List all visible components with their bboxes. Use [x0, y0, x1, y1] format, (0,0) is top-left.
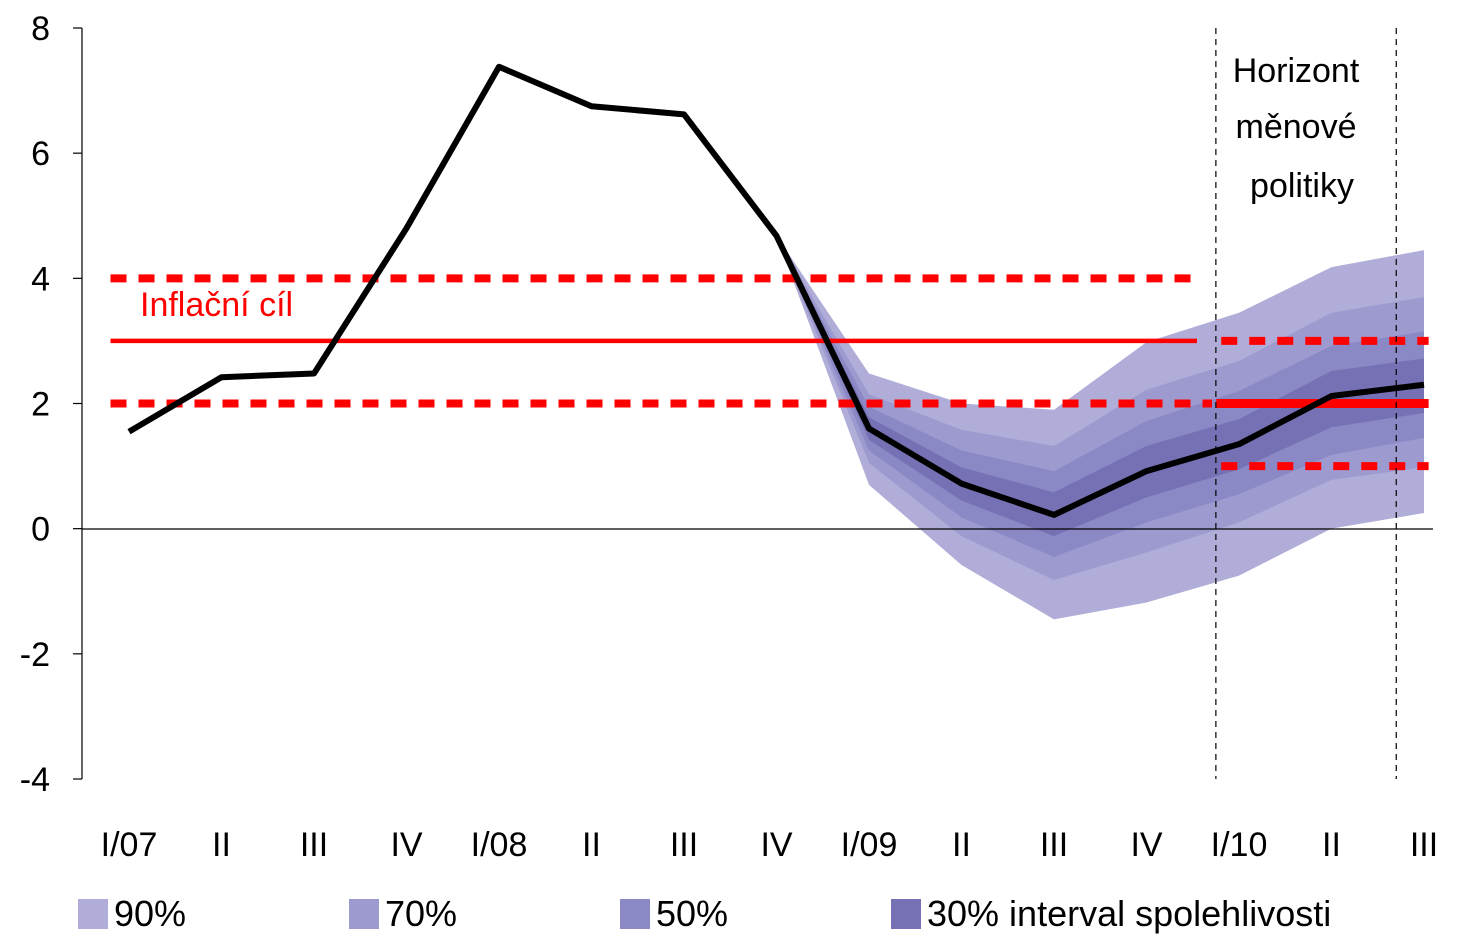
inflation-target [110, 274, 1429, 471]
axes [73, 27, 1433, 780]
legend-swatch-30 [891, 899, 921, 929]
x-tick-label: II [582, 826, 601, 864]
x-tick-label: I/10 [1211, 826, 1268, 864]
y-tick-label: 2 [31, 386, 50, 424]
x-tick-label: III [670, 826, 698, 864]
x-tick-label: IV [1130, 826, 1162, 864]
legend-swatch-90 [78, 899, 108, 929]
x-tick-label: I/08 [471, 826, 528, 864]
horizon-label-line-3: politiky [1250, 167, 1354, 205]
x-tick-label: II [1322, 826, 1341, 864]
legend-swatch-70 [349, 899, 379, 929]
fan-bands [776, 235, 1424, 620]
inflation-target-label: Inflační cíl [140, 286, 293, 324]
legend-swatch-50 [620, 899, 650, 929]
inflation-line-group [127, 63, 1425, 518]
x-tick-label: I/09 [841, 826, 898, 864]
x-tick-label: II [952, 826, 971, 864]
y-tick-label: -2 [20, 636, 50, 674]
legend: 90% 70% 50% 30% interval spolehlivosti [0, 888, 1462, 937]
x-tick-label: III [1040, 826, 1068, 864]
x-tick-label: IV [760, 826, 792, 864]
y-tick-label: 0 [31, 511, 50, 549]
legend-label-30: 30% interval spolehlivosti [927, 893, 1332, 934]
legend-label-50: 50% [656, 893, 729, 934]
horizon-label-line-2: měnové [1236, 108, 1357, 146]
y-tick-labels: -4 -2 0 2 4 6 8 [20, 10, 50, 799]
fan-band-3 [776, 235, 1424, 537]
policy-horizon [1215, 28, 1397, 779]
legend-item-90: 90% [78, 893, 187, 934]
x-tick-label: I/07 [101, 826, 158, 864]
y-tick-label: -4 [20, 761, 50, 799]
x-tick-labels: I/07 II III IV I/08 II III IV I/09 II III IV I/10 II I… [101, 826, 1439, 864]
horizon-label-line-1: Horizont [1233, 52, 1360, 90]
y-tick-label: 8 [31, 10, 50, 48]
legend-label-70: 70% [385, 893, 458, 934]
x-tick-label: III [300, 826, 328, 864]
inflation-line [127, 63, 1425, 518]
legend-item-70: 70% [349, 893, 458, 934]
legend-item-50: 50% [620, 893, 729, 934]
legend-item-30: 30% interval spolehlivosti [891, 893, 1332, 934]
y-tick-label: 6 [31, 135, 50, 173]
x-tick-label: II [212, 826, 231, 864]
x-tick-label: IV [390, 826, 422, 864]
legend-label-90: 90% [114, 893, 187, 934]
y-tick-label: 4 [31, 260, 50, 298]
x-tick-label: III [1410, 826, 1438, 864]
